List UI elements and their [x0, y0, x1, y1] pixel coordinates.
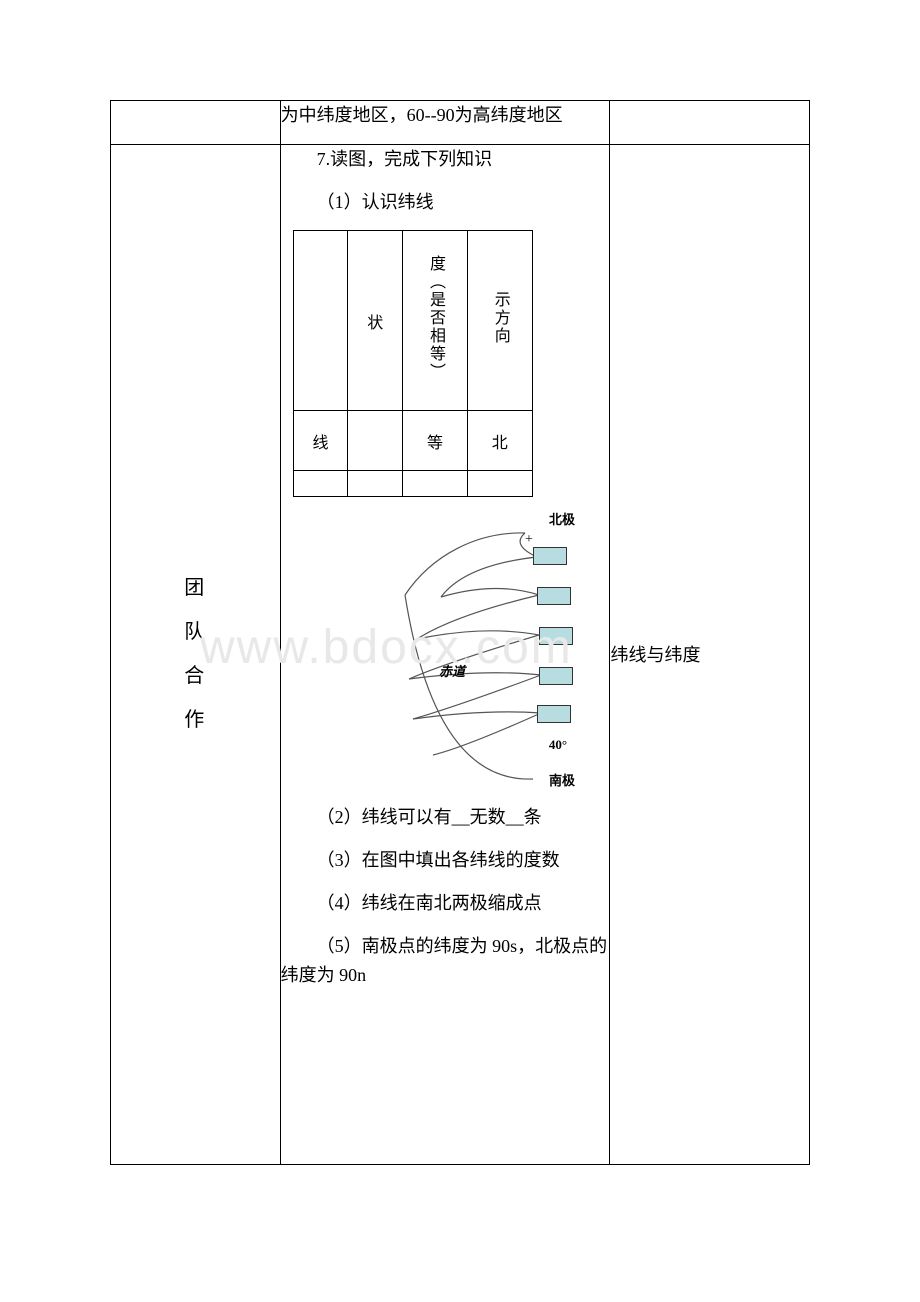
section-char: 团: [184, 566, 206, 610]
equator-label: 赤道: [439, 661, 465, 680]
inner-th-0: [293, 231, 348, 411]
inner-empty-0: [293, 471, 348, 497]
point-2: （2）纬线可以有__无数__条: [281, 803, 610, 832]
fill-box-4[interactable]: [539, 667, 573, 685]
section-char: 作: [184, 698, 206, 742]
svg-text:+: +: [525, 532, 533, 547]
question-7: 7.读图，完成下列知识: [281, 145, 610, 174]
inner-empty-row: [293, 471, 532, 497]
inner-td-1: [348, 411, 403, 471]
inner-th-3: 示方向: [467, 231, 532, 411]
south-pole-label: 南极: [549, 770, 575, 789]
inner-empty-1: [348, 471, 403, 497]
point-3: （3）在图中填出各纬线的度数: [281, 846, 610, 875]
section-label: 团 队 合 作: [111, 145, 280, 1164]
inner-td-0: 线: [293, 411, 348, 471]
point-5: （5）南极点的纬度为 90s，北极点的纬度为 90n: [281, 932, 610, 990]
inner-empty-2: [403, 471, 468, 497]
deg-40-label: 40°: [549, 737, 567, 753]
fill-box-5[interactable]: [537, 705, 571, 723]
fill-box-2[interactable]: [537, 587, 571, 605]
fill-box-3[interactable]: [539, 627, 573, 645]
fill-box-1[interactable]: [533, 547, 567, 565]
cell-right-1: [610, 101, 810, 145]
right-label: 纬线与纬度: [610, 641, 809, 667]
page-container: 为中纬度地区，60--90为高纬度地区 团 队 合 作 7.读图，完成下列知识 …: [110, 100, 810, 1165]
row1-text: 为中纬度地区，60--90为高纬度地区: [281, 101, 610, 130]
table-row: 团 队 合 作 7.读图，完成下列知识 （1）认识纬线 状 度（是否相等） 示方…: [111, 144, 810, 1164]
cell-mid-1: 为中纬度地区，60--90为高纬度地区: [280, 101, 610, 145]
inner-header-row: 状 度（是否相等） 示方向: [293, 231, 532, 411]
cell-left-2: 团 队 合 作: [111, 144, 281, 1164]
point-4: （4）纬线在南北两极缩成点: [281, 889, 610, 918]
inner-td-2: 等: [403, 411, 468, 471]
cell-right-2: 纬线与纬度: [610, 144, 810, 1164]
table-row: 为中纬度地区，60--90为高纬度地区: [111, 101, 810, 145]
inner-th-2: 度（是否相等）: [403, 231, 468, 411]
inner-table: 状 度（是否相等） 示方向 线 等 北: [293, 230, 533, 497]
section-char: 队: [184, 610, 206, 654]
north-pole-label: 北极: [549, 509, 575, 528]
main-table: 为中纬度地区，60--90为高纬度地区 团 队 合 作 7.读图，完成下列知识 …: [110, 100, 810, 1165]
inner-empty-3: [467, 471, 532, 497]
section-char: 合: [184, 654, 206, 698]
inner-th-1: 状: [348, 231, 403, 411]
cell-left-1: [111, 101, 281, 145]
globe-diagram: + 北极 赤道 40° 南极: [305, 503, 585, 803]
inner-data-row: 线 等 北: [293, 411, 532, 471]
cell-mid-2: 7.读图，完成下列知识 （1）认识纬线 状 度（是否相等） 示方向 线 等 北: [280, 144, 610, 1164]
point-1: （1）认识纬线: [281, 188, 610, 217]
inner-td-3: 北: [467, 411, 532, 471]
